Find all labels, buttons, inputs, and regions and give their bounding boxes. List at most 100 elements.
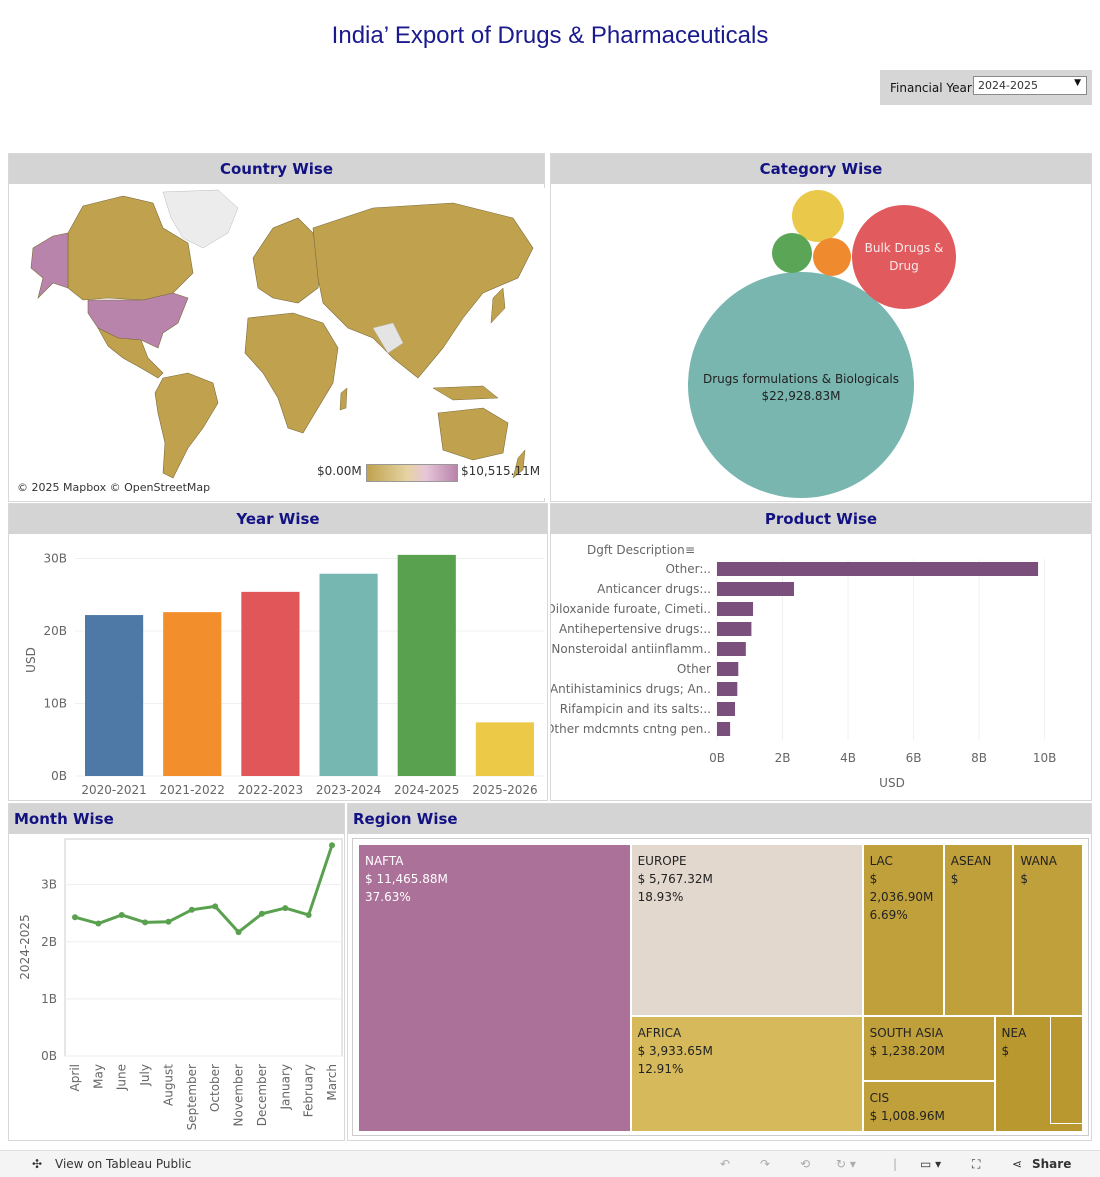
bubble-orange[interactable] bbox=[813, 238, 851, 276]
year-bar[interactable] bbox=[319, 573, 378, 776]
africa-shape bbox=[244, 312, 339, 434]
financial-year-filter: Financial Year: 2024-2025 ▼ bbox=[880, 70, 1092, 105]
treemap-label-line: EUROPE bbox=[637, 854, 687, 868]
month-x-tick: September bbox=[185, 1064, 199, 1130]
asia-shape bbox=[312, 202, 534, 379]
treemap-cell-cis[interactable]: CIS $ 1,008.96M bbox=[862, 1081, 995, 1132]
map-credit[interactable]: © 2025 Mapbox © OpenStreetMap bbox=[17, 481, 211, 494]
product-x-tick: 0B bbox=[709, 751, 725, 765]
month-point[interactable] bbox=[118, 911, 125, 918]
product-bar[interactable] bbox=[717, 602, 754, 616]
month-point[interactable] bbox=[212, 903, 219, 910]
treemap-cell-other[interactable] bbox=[1049, 1015, 1083, 1124]
treemap-cell-south-asia[interactable]: SOUTH ASIA $ 1,238.20M bbox=[862, 1015, 995, 1082]
month-y-label: 2024-2025 bbox=[18, 914, 32, 979]
product-bar[interactable] bbox=[717, 582, 794, 596]
financial-year-select[interactable]: 2024-2025 ▼ bbox=[973, 76, 1087, 95]
month-x-tick: April bbox=[68, 1064, 82, 1091]
month-x-tick: July bbox=[138, 1064, 152, 1087]
comment-icon[interactable]: ▭ ▾ bbox=[920, 1157, 942, 1171]
month-point[interactable] bbox=[329, 842, 335, 849]
legend-max-label: $10,515.11M bbox=[461, 464, 541, 478]
treemap-cell-nafta[interactable]: NAFTA $ 11,465.88M 37.63% bbox=[358, 844, 631, 1132]
month-wise-panel: Month Wise 0B 1B 2B 3B 2024-2025 April May June… bbox=[8, 803, 345, 1141]
month-point[interactable] bbox=[282, 905, 289, 912]
month-x-tick: February bbox=[302, 1064, 316, 1117]
bubble-bulk-drugs[interactable] bbox=[852, 205, 956, 309]
bubble-yellow[interactable] bbox=[792, 190, 844, 242]
year-bar[interactable] bbox=[475, 722, 534, 776]
month-point[interactable] bbox=[165, 918, 172, 925]
fullscreen-icon[interactable]: ⛶ bbox=[972, 1157, 981, 1171]
month-x-tick: November bbox=[232, 1064, 246, 1126]
greenland-shape bbox=[162, 189, 239, 249]
month-x-tick: August bbox=[161, 1064, 175, 1106]
treemap-label-line: $ 11,465.88M bbox=[365, 872, 448, 886]
treemap-cell-asean[interactable]: ASEAN $ bbox=[943, 844, 1014, 1016]
product-bar[interactable] bbox=[717, 622, 752, 636]
month-line-chart: 0B 1B 2B 3B 2024-2025 April May June July August S… bbox=[18, 838, 343, 1130]
product-bar[interactable] bbox=[717, 642, 746, 656]
month-x-tick: March bbox=[325, 1064, 339, 1101]
product-bar[interactable] bbox=[717, 702, 736, 716]
product-x-tick: 2B bbox=[775, 751, 791, 765]
product-x-tick: 8B bbox=[971, 751, 987, 765]
treemap-cell-europe[interactable]: EUROPE $ 5,767.32M 18.93% bbox=[630, 844, 863, 1016]
treemap-label-line: $ bbox=[869, 872, 878, 886]
treemap-cell-wana[interactable]: WANA $ bbox=[1013, 844, 1083, 1016]
year-bar[interactable] bbox=[163, 612, 222, 776]
treemap-label-line: CIS bbox=[869, 1091, 890, 1106]
month-point[interactable] bbox=[72, 914, 78, 921]
refresh-icon[interactable]: ↻ ▾ bbox=[836, 1157, 856, 1171]
month-point[interactable] bbox=[142, 919, 149, 926]
share-button[interactable]: Share bbox=[1032, 1157, 1072, 1171]
month-point[interactable] bbox=[235, 929, 242, 936]
map-svg bbox=[30, 189, 534, 479]
month-x-tick: May bbox=[91, 1064, 105, 1089]
product-wise-panel: Product Wise Dgft Description ≡ 0B 2B 4B 6B 8B… bbox=[550, 503, 1092, 801]
month-point[interactable] bbox=[305, 911, 312, 918]
product-label: Antihistaminics drugs; An.. bbox=[551, 682, 711, 696]
new-zealand-shape bbox=[512, 449, 526, 479]
month-point[interactable] bbox=[95, 920, 102, 927]
month-y-tick: 3B bbox=[41, 878, 57, 892]
share-icon[interactable]: ⋖ bbox=[1012, 1157, 1023, 1171]
treemap-label: EUROPE $ 5,767.32M 18.93% bbox=[638, 852, 713, 906]
year-bar[interactable] bbox=[397, 554, 456, 776]
treemap-label-line: $ bbox=[950, 872, 959, 886]
category-wise-panel: Category Wise Drugs formulations & Biolo… bbox=[550, 153, 1092, 502]
filter-label: Financial Year: bbox=[890, 81, 976, 95]
revert-icon[interactable]: ⟲ bbox=[800, 1157, 811, 1171]
product-bar[interactable] bbox=[717, 682, 738, 696]
treemap-cell-africa[interactable]: AFRICA $ 3,933.65M 12.91% bbox=[630, 1015, 863, 1132]
world-map[interactable]: $0.00M $10,515.11M © 2025 Mapbox © OpenS… bbox=[13, 188, 545, 498]
bubble-value-formulations: $22,928.83M bbox=[761, 389, 840, 403]
month-point[interactable] bbox=[258, 910, 265, 917]
bubble-drug-formulations[interactable] bbox=[688, 272, 914, 498]
south-america-shape bbox=[154, 372, 219, 479]
year-y-tick: 30B bbox=[43, 552, 67, 566]
treemap-label-line: $ 1,008.96M bbox=[869, 1109, 945, 1124]
bubble-label-formulations: Drugs formulations & Biologicals bbox=[703, 372, 899, 386]
product-header: Dgft Description bbox=[587, 543, 685, 557]
product-label: Other mdcmnts cntng pen.. bbox=[551, 722, 711, 736]
undo-icon[interactable]: ↶ bbox=[720, 1157, 731, 1171]
financial-year-value: 2024-2025 bbox=[978, 79, 1038, 92]
redo-icon[interactable]: ↷ bbox=[760, 1157, 771, 1171]
panel-title-month: Month Wise bbox=[9, 804, 344, 834]
product-bar[interactable] bbox=[717, 662, 739, 676]
year-bar[interactable] bbox=[241, 591, 300, 776]
sort-icon: ≡ bbox=[685, 543, 695, 557]
year-y-tick: 0B bbox=[51, 769, 67, 783]
view-on-tableau-link[interactable]: View on Tableau Public bbox=[55, 1157, 192, 1171]
treemap-label-line: ASEAN bbox=[950, 854, 992, 868]
europe-shape bbox=[252, 217, 324, 304]
treemap-cell-lac[interactable]: LAC $2,036.90M 6.69% bbox=[862, 844, 944, 1016]
year-bar[interactable] bbox=[85, 615, 144, 776]
product-bar[interactable] bbox=[717, 722, 731, 736]
year-y-label: USD bbox=[24, 647, 38, 673]
bubble-green[interactable] bbox=[772, 233, 812, 273]
product-bar[interactable] bbox=[717, 562, 1039, 576]
category-bubble-chart: Drugs formulations & Biologicals $22,928… bbox=[688, 190, 956, 498]
month-point[interactable] bbox=[188, 906, 195, 913]
